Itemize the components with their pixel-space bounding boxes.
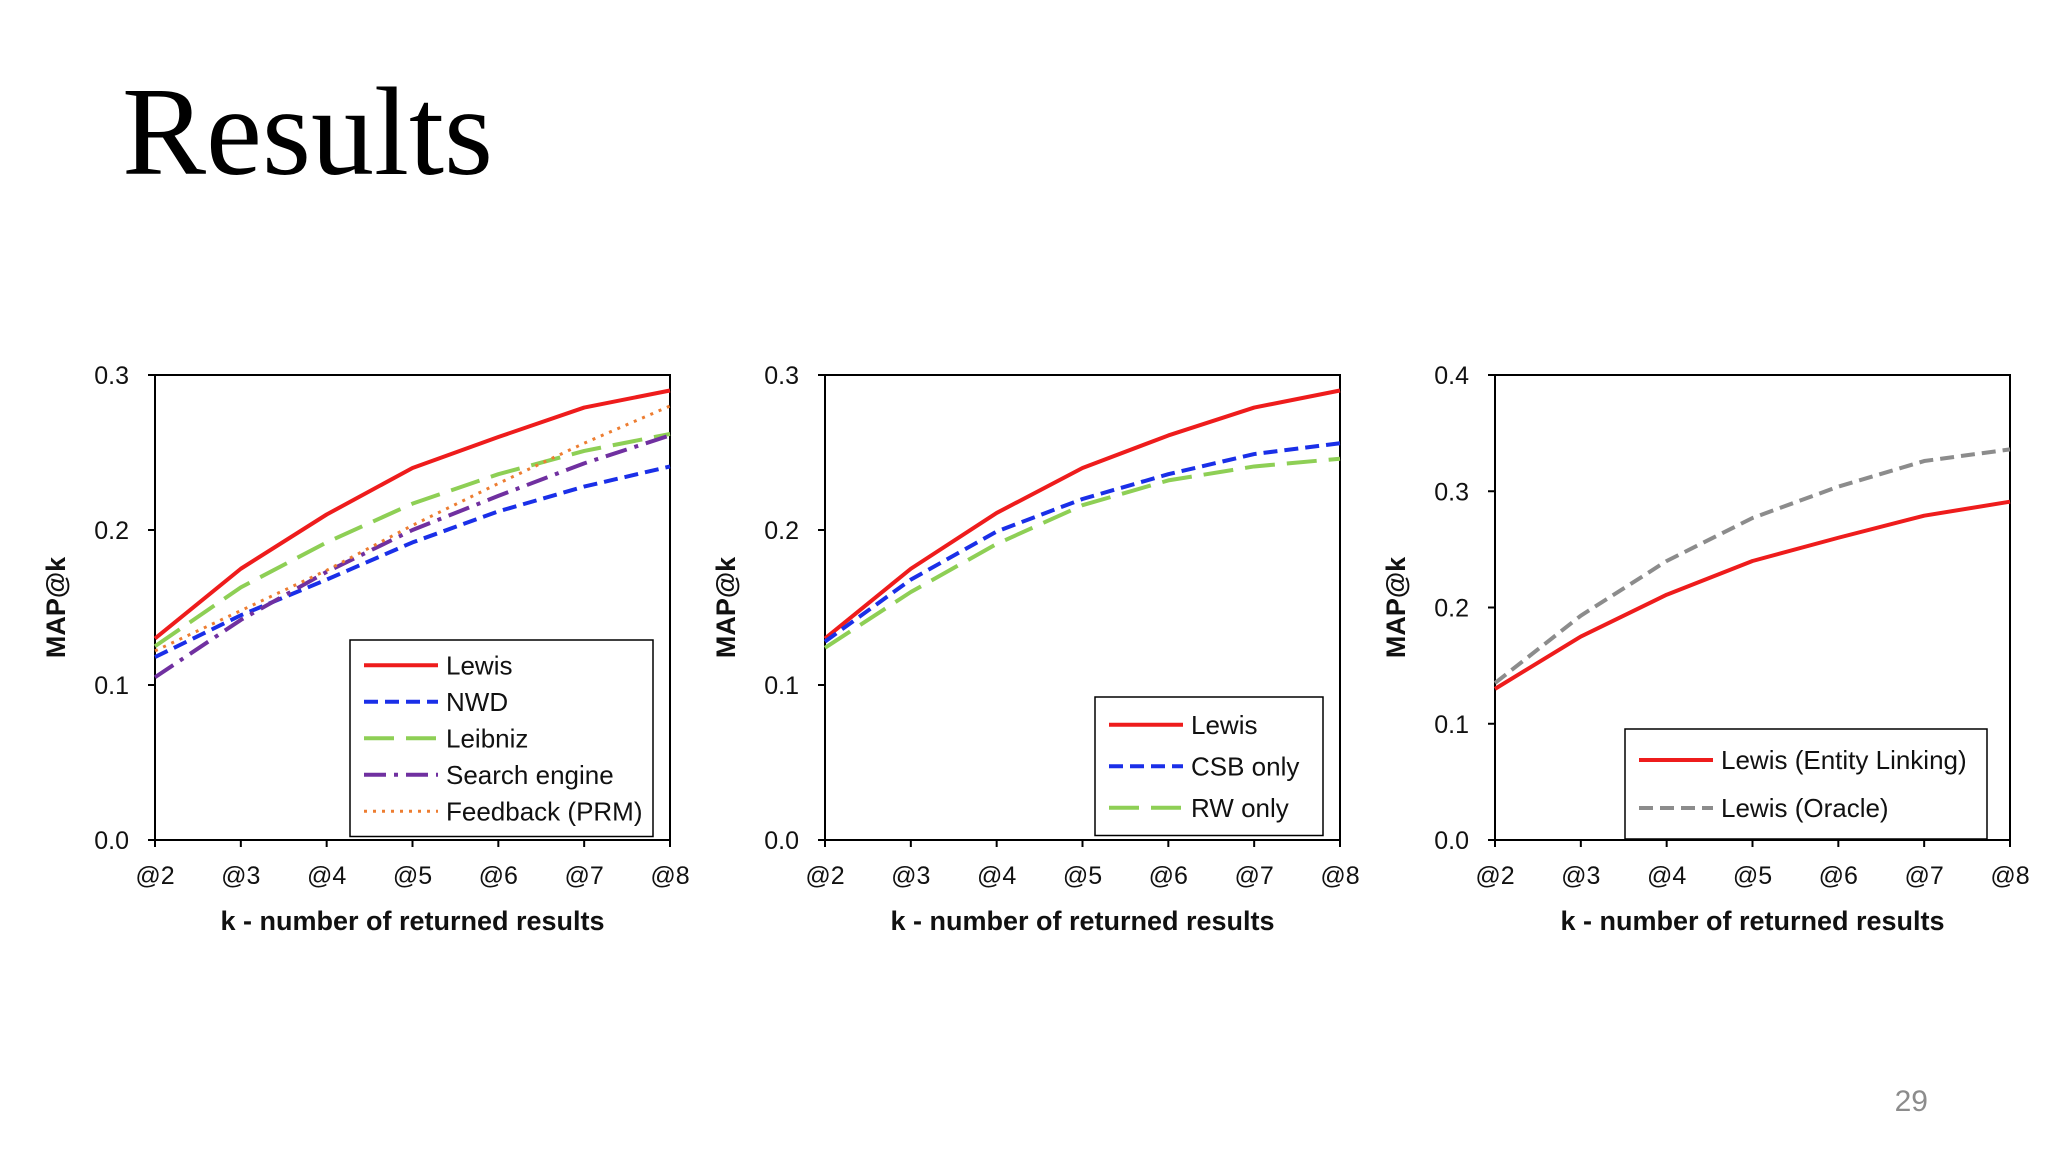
x-tick-label: @3	[1561, 862, 1600, 890]
y-tick-label: 0.2	[94, 517, 129, 545]
y-tick-label: 0.0	[1434, 827, 1469, 855]
chart-baselines: 0.0 0.1 0.2 0.3 @2 @3 @4 @5 @6 @7 @8 k - number of …	[41, 362, 690, 936]
series-line-1	[1493, 447, 2011, 685]
legend-label-3: Search engine	[446, 760, 614, 790]
legend-label-1: NWD	[446, 687, 508, 717]
x-tick-label: @6	[1819, 862, 1858, 890]
y-tick-label: 0.3	[1434, 478, 1469, 506]
x-tick-label: @4	[1647, 862, 1686, 890]
x-tick-label: @3	[221, 862, 260, 890]
x-tick-label: @2	[805, 862, 844, 890]
x-tick-label: @4	[977, 862, 1016, 890]
series-line-3	[153, 433, 671, 679]
x-tick-label: @4	[307, 862, 346, 890]
x-tick-label: @7	[565, 862, 604, 890]
y-tick-label: 0.2	[1434, 595, 1469, 623]
y-tick-label: 0.3	[94, 362, 129, 390]
legend-box	[349, 639, 654, 838]
y-tick-label: 0.0	[764, 827, 799, 855]
chart-entity-linking: 0.0 0.1 0.2 0.3 0.4 @2 @3 @4 @5 @6 @7 @8 k - number …	[1381, 362, 2030, 936]
series-line-0	[823, 388, 1341, 641]
y-tick-label: 0.4	[1434, 362, 1469, 390]
x-tick-label: @3	[891, 862, 930, 890]
legend-label-2: Leibniz	[446, 723, 528, 753]
y-tick-label: 0.1	[94, 672, 129, 700]
x-axis-label: k - number of returned results	[1560, 906, 1944, 936]
chart-ablation: 0.0 0.1 0.2 0.3 @2 @3 @4 @5 @6 @7 @8 k - number of …	[711, 362, 1360, 936]
legend-label-2: RW only	[1191, 793, 1289, 823]
y-axis-label: MAP@k	[41, 556, 71, 658]
x-tick-label: @6	[479, 862, 518, 890]
x-tick-label: @5	[1733, 862, 1772, 890]
series-line-0	[153, 388, 671, 641]
x-tick-label: @5	[393, 862, 432, 890]
legend-label-4: Feedback (PRM)	[446, 796, 643, 826]
series-line-1	[823, 441, 1341, 644]
y-axis-label: MAP@k	[711, 556, 741, 658]
legend-label-0: Lewis (Entity Linking)	[1721, 745, 1967, 775]
page-number: 29	[1894, 1085, 1928, 1118]
series-line-1	[154, 464, 671, 659]
series-line-2	[153, 431, 671, 648]
y-tick-label: 0.1	[764, 672, 799, 700]
legend-label-0: Lewis	[1191, 710, 1257, 740]
slide-title: Results	[122, 63, 494, 202]
series-line-0	[1493, 499, 2011, 691]
x-tick-label: @8	[650, 862, 689, 890]
x-tick-label: @8	[1320, 862, 1359, 890]
x-tick-label: @2	[1475, 862, 1514, 890]
x-tick-label: @2	[135, 862, 174, 890]
legend-label-1: CSB only	[1191, 751, 1299, 781]
y-tick-label: 0.2	[764, 517, 799, 545]
y-axis-label: MAP@k	[1381, 556, 1411, 658]
series-line-2	[823, 456, 1341, 650]
legend-box	[1624, 728, 1988, 840]
legend-label-0: Lewis	[446, 650, 512, 680]
y-tick-label: 0.0	[94, 827, 129, 855]
x-tick-label: @6	[1149, 862, 1188, 890]
y-tick-label: 0.1	[1434, 711, 1469, 739]
x-axis-label: k - number of returned results	[220, 906, 604, 936]
x-axis-label: k - number of returned results	[890, 906, 1274, 936]
x-tick-label: @8	[1990, 862, 2029, 890]
x-tick-label: @7	[1905, 862, 1944, 890]
x-tick-label: @5	[1063, 862, 1102, 890]
x-tick-label: @7	[1235, 862, 1274, 890]
y-tick-label: 0.3	[764, 362, 799, 390]
legend-label-1: Lewis (Oracle)	[1721, 793, 1889, 823]
